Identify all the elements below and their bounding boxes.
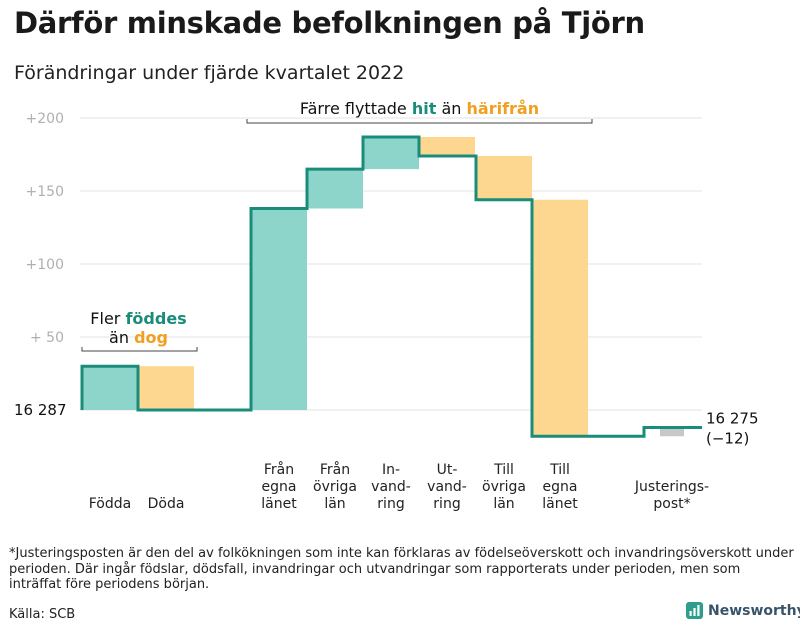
bar-doda [138,366,194,410]
x-category-label: Födda [89,496,131,512]
x-category-label: vand- [371,479,411,495]
x-category-label: Döda [148,496,185,512]
births-annotation-prefix: Fler [90,309,125,328]
migration-annotation-word2: härifrån [467,99,540,118]
migration-bracket [246,119,593,124]
x-category-label: länet [261,496,297,512]
y-tick-label: + 50 [30,330,64,346]
waterfall-step-line [80,135,702,438]
brand-name: Newsworthy [708,602,800,619]
end-value-label: 16 275 [706,410,759,428]
end-change-label: (−12) [706,430,749,448]
x-category-label: egna [543,479,578,495]
bar-till-ovriga-lan [476,155,532,200]
births-bracket [81,347,198,352]
x-category-label: vand- [427,479,467,495]
chart-subtitle: Förändringar under fjärde kvartalet 2022 [14,62,405,84]
baseline-value-label: 16 287 [14,401,67,419]
migration-annotation-word1: hit [412,99,437,118]
bar-fran-ovriga-lan [307,169,363,209]
x-category-label: ring [433,496,460,512]
y-tick-label: +150 [26,184,64,200]
births-annotation-line1: Fler föddes [90,309,186,328]
bar-invandring [363,136,419,170]
source: Källa: SCB [9,607,76,622]
births-annotation-word1: föddes [125,309,186,328]
x-category-label: länet [542,496,578,512]
x-category-label: län [493,496,514,512]
y-tick-label: +200 [26,111,64,127]
brand[interactable]: Newsworthy [686,602,800,619]
chart-title: Därför minskade befolkningen på Tjörn [14,6,645,40]
x-category-label: Till [493,462,514,478]
x-category-label: Till [549,462,570,478]
x-category-label: Från [264,461,294,478]
x-category-label: egna [262,479,297,495]
bar-utvandring [419,136,475,156]
bar-fran-egna-lanet [251,208,307,410]
x-category-label: län [324,496,345,512]
migration-annotation-mid: än [436,99,466,118]
x-category-label: Från [320,461,350,478]
bar-till-egna-lanet [532,199,588,437]
births-annotation-line2: än dog [109,328,168,347]
births-annotation-mid: än [109,328,134,347]
births-annotation-word2: dog [134,328,168,347]
migration-annotation: Färre flyttade hit än härifrån [300,99,539,118]
bar-fodda [82,366,138,410]
bar-justeringspost [660,427,684,437]
newsworthy-logo-icon [686,602,703,619]
x-category-label: ring [377,496,404,512]
x-category-label: övriga [313,479,357,495]
footnote: *Justeringsposten är den del av folkökni… [9,546,794,592]
x-category-label: övriga [482,479,526,495]
x-category-label: In- [382,462,400,478]
x-category-label: Justerings- [634,479,709,495]
migration-annotation-prefix: Färre flyttade [300,99,412,118]
x-category-label: post* [653,496,690,512]
y-tick-label: +100 [26,257,64,273]
x-category-label: Ut- [437,462,458,478]
